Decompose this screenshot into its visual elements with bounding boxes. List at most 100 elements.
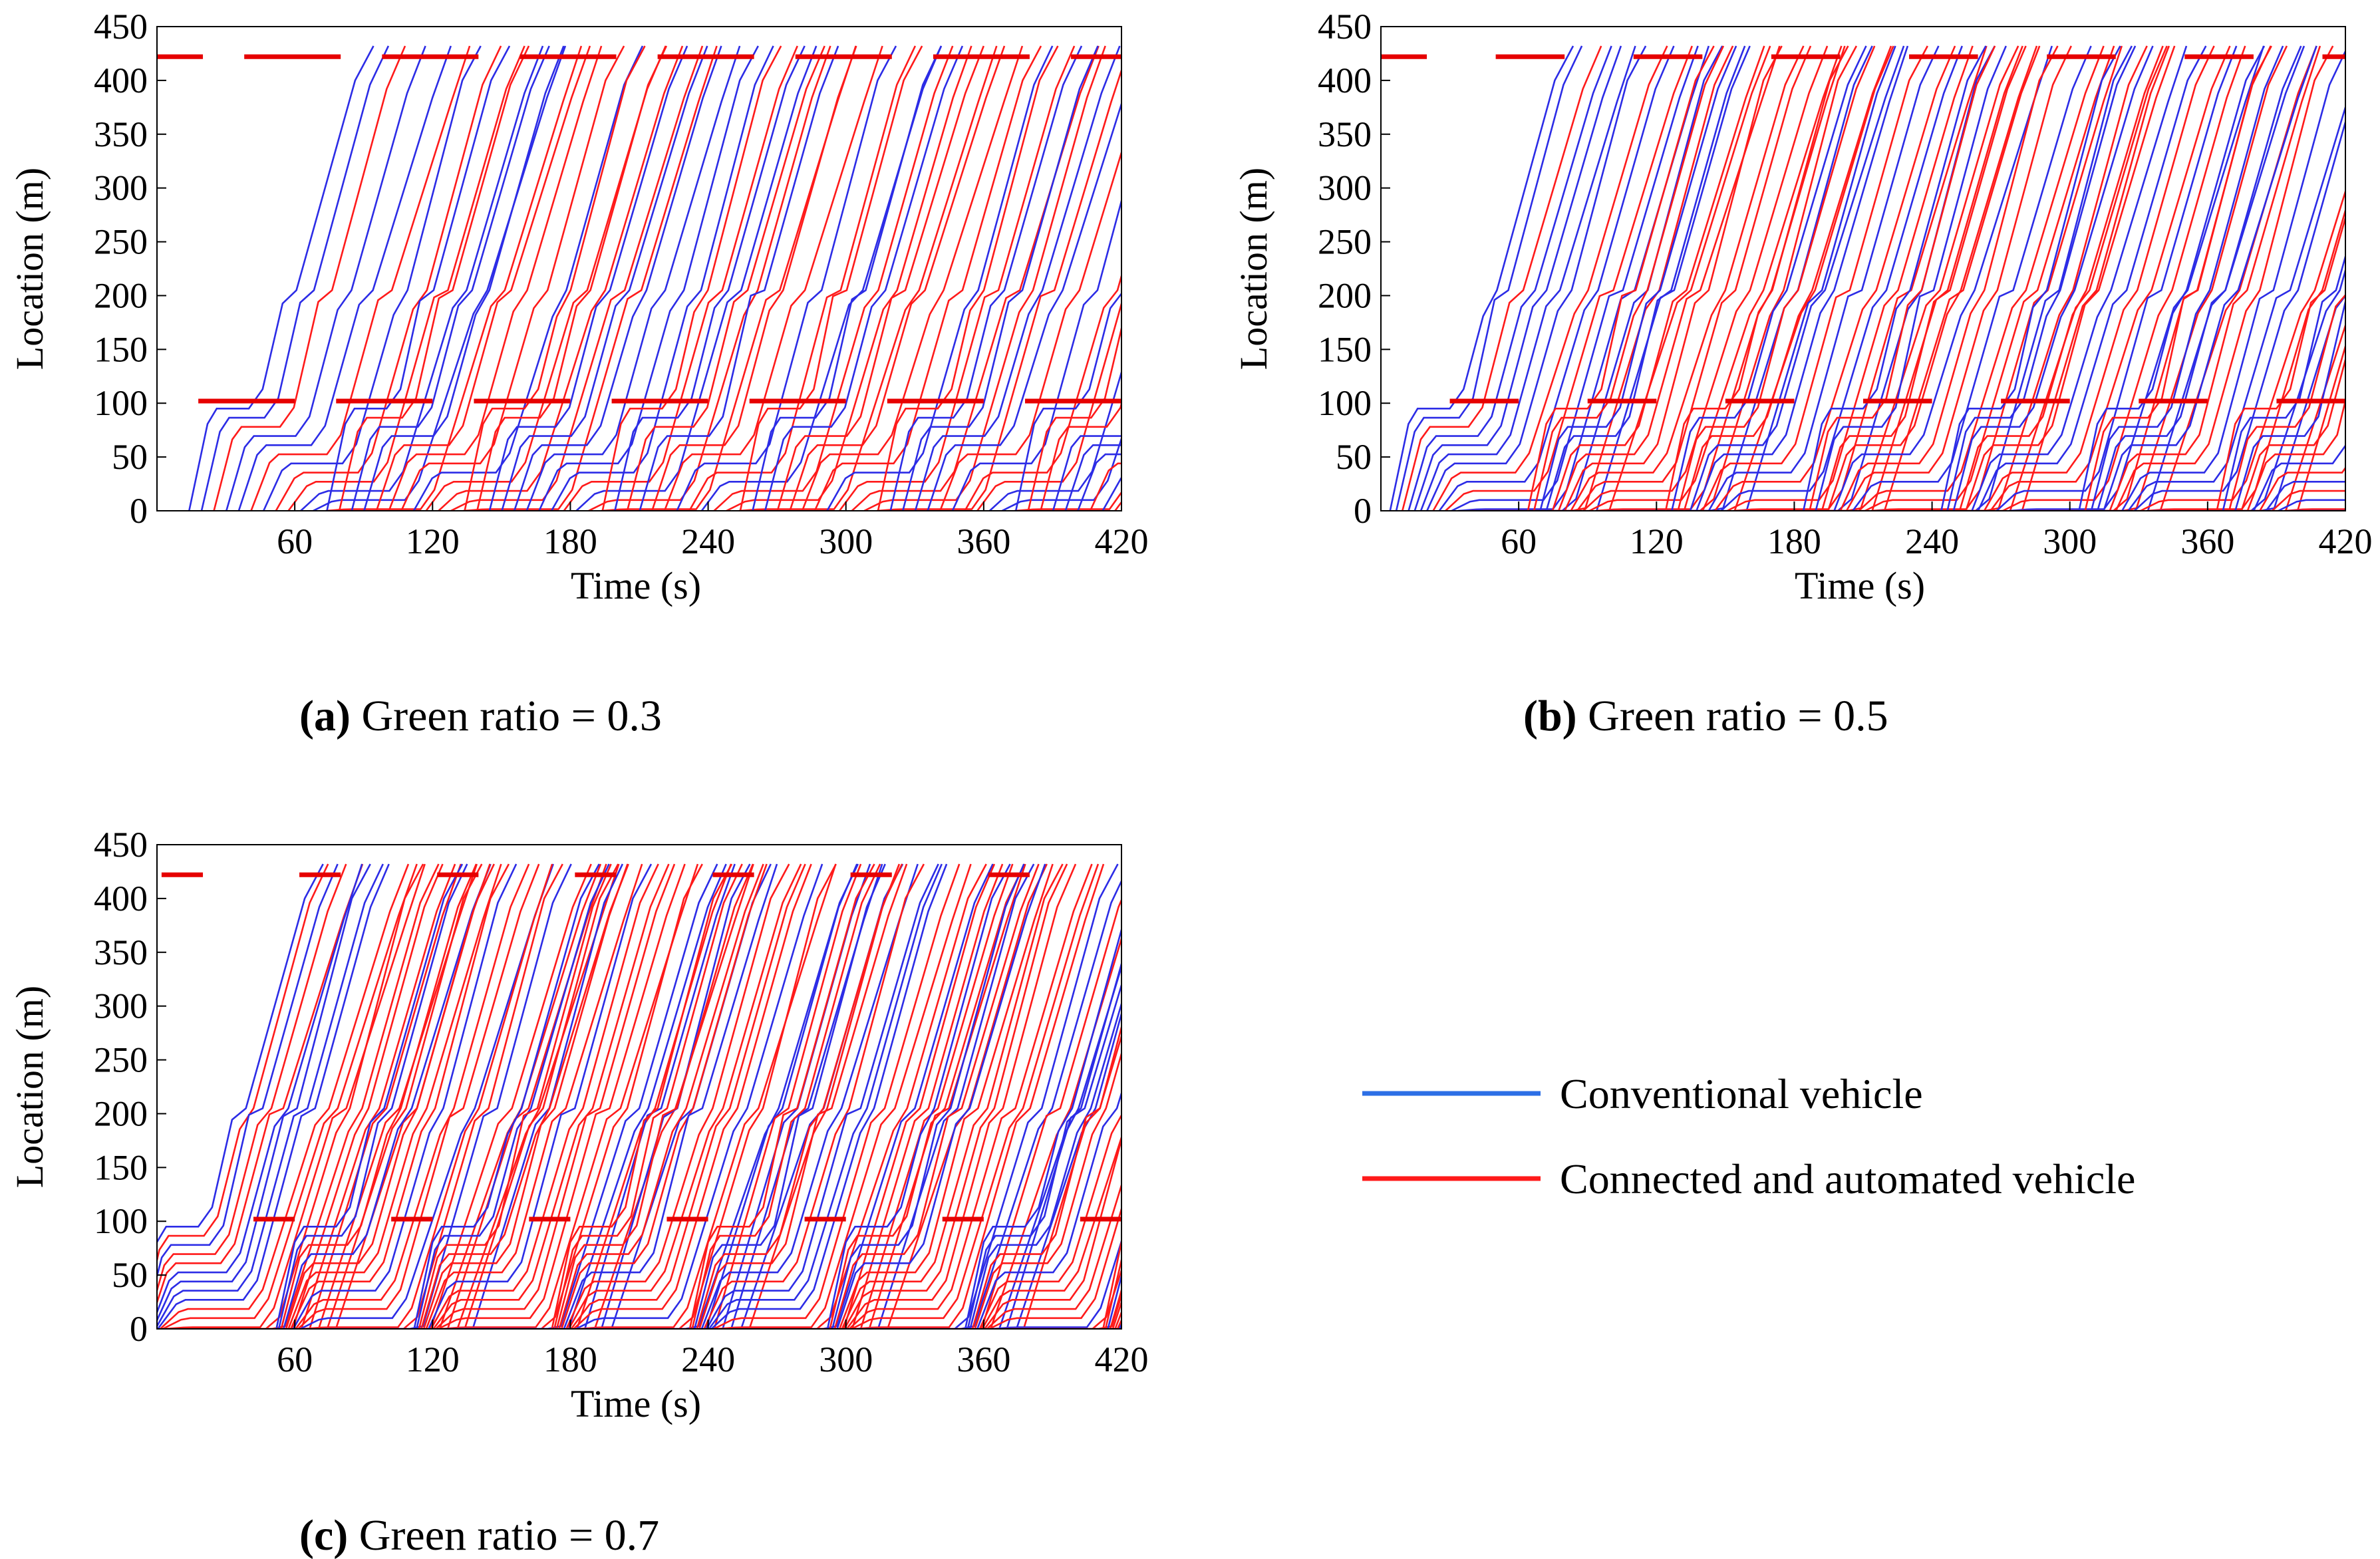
- conventional-trajectory: [700, 863, 919, 1329]
- cav-trajectory: [843, 863, 1068, 1329]
- conventional-trajectory: [457, 863, 751, 1329]
- caption-c: (c) Green ratio = 0.7: [299, 1511, 659, 1559]
- cav-trajectory: [338, 45, 530, 511]
- y-tick-label: 400: [1318, 61, 1372, 100]
- cav-trajectory: [1040, 399, 1121, 511]
- cav-trajectory: [570, 863, 806, 1329]
- cav-trajectory: [663, 45, 883, 511]
- y-axis-title: Location (m): [8, 168, 51, 370]
- cav-trajectory: [588, 45, 831, 511]
- conventional-trajectory: [2090, 45, 2284, 511]
- conventional-trajectory: [752, 45, 943, 511]
- conventional-trajectory: [322, 863, 624, 1329]
- cav-trajectory: [730, 863, 1026, 1329]
- cav-trajectory: [713, 863, 961, 1329]
- cav-trajectory: [1011, 1328, 1121, 1329]
- conventional-trajectory: [927, 100, 1121, 511]
- conventional-trajectory: [1426, 45, 1647, 511]
- y-tick-label: 350: [94, 114, 148, 154]
- x-axis-title: Time (s): [571, 564, 701, 607]
- cav-trajectory: [688, 863, 875, 1329]
- conventional-trajectory: [1802, 45, 1987, 511]
- cav-trajectory: [1114, 1310, 1121, 1329]
- conventional-trajectory: [826, 45, 1054, 511]
- cav-trajectory: [829, 863, 1026, 1329]
- cav-trajectory: [801, 45, 1024, 511]
- conventional-trajectory: [157, 863, 384, 1328]
- conventional-trajectory: [237, 45, 452, 511]
- y-tick-label: 450: [1318, 7, 1372, 47]
- cav-trajectory: [567, 863, 802, 1329]
- cav-trajectory: [848, 863, 1093, 1329]
- x-tick-label: 300: [819, 1340, 873, 1379]
- conventional-trajectory: [1996, 45, 2238, 511]
- cav-trajectory: [425, 863, 643, 1329]
- y-tick-label: 300: [1318, 168, 1372, 208]
- cav-trajectory: [1109, 1287, 1121, 1329]
- cav-trajectory: [1445, 45, 1694, 511]
- cav-trajectory: [295, 863, 530, 1329]
- conventional-trajectory: [831, 863, 1025, 1329]
- cav-trajectory: [1551, 45, 1765, 511]
- y-tick-label: 0: [1354, 491, 1372, 531]
- cav-trajectory: [1402, 45, 1602, 511]
- plot-frame-b: [1380, 26, 2346, 511]
- conventional-trajectory: [836, 863, 1046, 1329]
- y-tick-label: 50: [112, 1255, 148, 1295]
- cav-trajectory: [984, 1136, 1121, 1329]
- y-tick-label: 200: [1318, 275, 1372, 315]
- plot-frame-c: [156, 844, 1122, 1330]
- cav-trajectory: [978, 1113, 1121, 1329]
- cav-trajectory: [2109, 45, 2321, 511]
- cav-trajectory: [2228, 293, 2345, 511]
- conventional-trajectory: [976, 1090, 1121, 1329]
- conventional-trajectory: [693, 863, 886, 1329]
- cav-trajectory: [1727, 45, 1974, 511]
- conventional-trajectory: [991, 1238, 1121, 1329]
- conventional-trajectory: [1014, 292, 1121, 511]
- cav-trajectory: [440, 863, 699, 1329]
- cav-trajectory: [450, 45, 704, 511]
- cav-trajectory: [651, 45, 857, 511]
- cav-trajectory: [565, 863, 790, 1329]
- conventional-trajectory: [412, 45, 644, 511]
- cav-trajectory: [2165, 323, 2345, 511]
- x-tick-label: 300: [819, 521, 873, 561]
- cav-trajectory: [551, 863, 733, 1329]
- conventional-trajectory: [2296, 509, 2345, 511]
- cav-trajectory: [170, 863, 440, 1329]
- cav-trajectory: [845, 863, 1077, 1329]
- conventional-trajectory: [1689, 45, 1905, 511]
- conventional-trajectory: [2121, 49, 2345, 511]
- cav-trajectory: [162, 863, 418, 1329]
- cav-trajectory: [563, 45, 798, 511]
- conventional-trajectory: [969, 1000, 1121, 1329]
- cav-trajectory: [1089, 462, 1121, 511]
- conventional-trajectory: [2290, 509, 2345, 511]
- cav-trajectory: [1482, 45, 1771, 511]
- x-tick-label: 420: [2319, 521, 2373, 561]
- cav-trajectory: [1570, 45, 1805, 511]
- conventional-trajectory: [157, 863, 363, 1315]
- cav-trajectory: [1983, 45, 2215, 511]
- cav-trajectory: [728, 863, 1014, 1329]
- cav-trajectory: [177, 863, 462, 1329]
- x-tick-label: 420: [1095, 521, 1149, 561]
- cav-trajectory: [297, 863, 540, 1329]
- conventional-trajectory: [1696, 45, 1909, 511]
- conventional-trajectory: [1064, 444, 1121, 511]
- conventional-trajectory: [676, 45, 897, 511]
- cav-trajectory: [172, 863, 444, 1329]
- conventional-trajectory: [914, 45, 1121, 511]
- cav-trajectory: [157, 863, 347, 1294]
- x-tick-label: 360: [957, 1340, 1010, 1379]
- cav-trajectory: [863, 935, 1121, 1329]
- legend-label-cav: Connected and automated vehicle: [1560, 1155, 2135, 1203]
- cav-trajectory: [1564, 45, 1783, 511]
- cav-trajectory: [588, 863, 862, 1329]
- conventional-trajectory: [413, 863, 600, 1329]
- cav-trajectory: [1683, 45, 1892, 511]
- caption-b: (b) Green ratio = 0.5: [1523, 692, 1888, 740]
- cav-trajectory: [1958, 45, 2164, 511]
